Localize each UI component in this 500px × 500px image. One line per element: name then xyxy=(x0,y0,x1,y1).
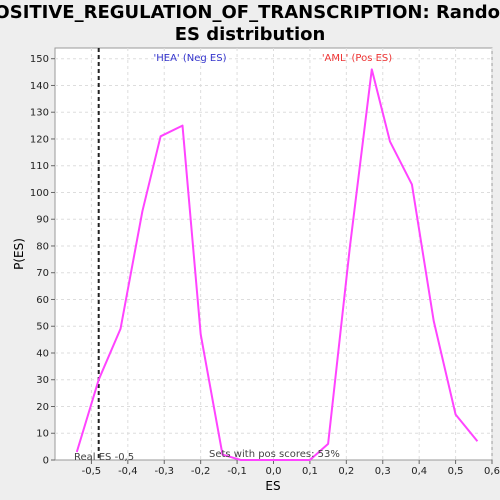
y-tick-label: 130 xyxy=(30,108,49,119)
y-tick-label: 120 xyxy=(30,134,49,145)
x-tick-label: -0,3 xyxy=(154,466,174,477)
series-line xyxy=(75,68,479,461)
pos-scores-label: Sets with pos scores: 53% xyxy=(209,449,340,460)
y-tick-label: 40 xyxy=(36,348,49,359)
x-tick-label: -0,5 xyxy=(82,466,102,477)
chart-title-line-2: ES distribution xyxy=(175,24,326,45)
y-tick-label: 100 xyxy=(30,188,49,199)
x-tick-label: 0,4 xyxy=(411,466,427,477)
axes: 0 10 20 30 40 50 60 70 80 90 100 110 120 130 140 150 -0,… xyxy=(30,54,500,477)
x-tick-label: 0,3 xyxy=(375,466,391,477)
y-tick-label: 70 xyxy=(36,268,49,279)
y-tick-label: 10 xyxy=(36,429,49,440)
x-tick-label: 0,2 xyxy=(338,466,354,477)
y-tick-label: 30 xyxy=(36,375,49,386)
x-tick-label: -0,1 xyxy=(227,466,247,477)
chart-title-line-1: POSITIVE_REGULATION_OF_TRANSCRIPTION: Ra… xyxy=(0,2,500,23)
y-tick-label: 60 xyxy=(36,295,49,306)
neg-es-label: 'HEA' (Neg ES) xyxy=(154,53,227,64)
y-tick-label: 90 xyxy=(36,215,49,226)
x-axis-label: ES xyxy=(265,479,280,493)
series xyxy=(75,68,479,461)
y-tick-label: 80 xyxy=(36,241,49,252)
x-tick-label: 0,0 xyxy=(266,466,282,477)
y-axis-label: P(ES) xyxy=(12,238,26,270)
y-tick-label: 110 xyxy=(30,161,49,172)
x-tick-label: -0,4 xyxy=(118,466,138,477)
y-tick-label: 140 xyxy=(30,81,49,92)
pos-es-label: 'AML' (Pos ES) xyxy=(322,53,392,64)
x-tick-label: 0,1 xyxy=(302,466,318,477)
x-tick-label: -0,2 xyxy=(191,466,211,477)
y-tick-label: 150 xyxy=(30,54,49,65)
y-tick-label: 0 xyxy=(43,456,49,467)
y-tick-label: 50 xyxy=(36,322,49,333)
x-tick-label: 0,6 xyxy=(484,466,500,477)
x-tick-label: 0,5 xyxy=(448,466,464,477)
grid xyxy=(55,48,493,460)
real-es-label: Real ES -0,5 xyxy=(74,452,134,463)
y-tick-label: 20 xyxy=(36,402,49,413)
